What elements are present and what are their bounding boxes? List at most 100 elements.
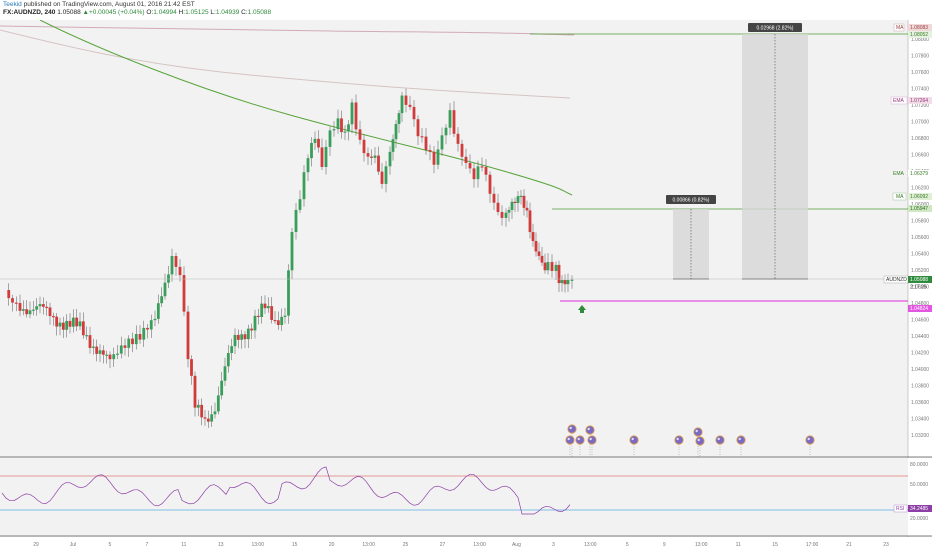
candle-body xyxy=(123,345,127,348)
price-tick: 1.03200 xyxy=(911,433,929,439)
price-tick: 1.03600 xyxy=(911,400,929,406)
candle-body xyxy=(45,306,49,309)
ma-top-label: MA xyxy=(896,25,904,31)
candle-body xyxy=(75,317,79,327)
event-flag-icon[interactable] xyxy=(629,435,639,445)
candle-body xyxy=(510,201,514,210)
candle-body xyxy=(88,335,92,348)
candle-body xyxy=(424,136,428,150)
price-scale[interactable] xyxy=(908,20,932,457)
high-value: 1.05125 xyxy=(185,9,209,16)
candle-body xyxy=(388,151,392,167)
candle-body xyxy=(404,95,408,105)
event-flag-icon[interactable] xyxy=(715,435,725,445)
candle-body xyxy=(366,153,370,157)
rsi-pane[interactable] xyxy=(0,458,908,536)
candle-body xyxy=(420,136,424,138)
candle-body xyxy=(240,334,244,340)
candle-body xyxy=(484,167,488,175)
candle-body xyxy=(276,320,280,325)
event-flag-icon[interactable] xyxy=(567,424,577,434)
candle-body xyxy=(570,279,574,281)
rsi-scale[interactable] xyxy=(908,458,932,536)
event-flag-icon[interactable] xyxy=(565,435,575,445)
candle-body xyxy=(178,266,182,276)
candle-body xyxy=(233,334,237,347)
event-flag-icon[interactable] xyxy=(693,427,703,437)
price-tick: 1.07800 xyxy=(911,54,929,60)
candle-body xyxy=(452,110,456,134)
price-tick: 1.07000 xyxy=(911,120,929,126)
countdown-tag: 2:17:25 xyxy=(910,285,927,291)
candle-body xyxy=(134,334,138,345)
price-tick: 1.05000 xyxy=(911,285,929,291)
candle-body xyxy=(190,359,193,376)
price-change: +0.00045 (+0.04%) xyxy=(88,9,145,16)
event-dot xyxy=(695,429,698,433)
event-flag-icon[interactable] xyxy=(585,425,595,435)
candle-body xyxy=(246,328,250,340)
price-tick: 1.03400 xyxy=(911,417,929,423)
candle-body xyxy=(78,321,82,327)
time-tick: 13:00 xyxy=(251,542,264,548)
candle-body xyxy=(306,158,310,173)
time-tick: 17:00 xyxy=(806,542,819,548)
chart-header: Teekid published on TradingView.com, Aug… xyxy=(0,0,932,20)
symbol-label[interactable]: FX:AUDNZD, 240 xyxy=(3,9,56,16)
event-flag-icon[interactable] xyxy=(587,435,597,445)
event-flag-icon[interactable] xyxy=(575,435,585,445)
ema-low-value: 1.06379 xyxy=(910,171,928,177)
ema-low-label: EMA xyxy=(893,171,905,177)
candle-body xyxy=(516,196,520,204)
price-tick: 1.04400 xyxy=(911,334,929,340)
candle-body xyxy=(317,138,320,148)
candle-body xyxy=(563,280,567,285)
price-tick: 1.03800 xyxy=(911,384,929,390)
candle-body xyxy=(213,411,217,415)
measure-box-left[interactable]: 0.00866 (0.82%) xyxy=(666,195,716,280)
author-link[interactable]: Teekid xyxy=(3,1,22,8)
event-flag-icon[interactable] xyxy=(736,435,746,445)
support-value-tag: 1.04824 xyxy=(910,306,928,312)
price-tick: 1.07200 xyxy=(911,103,929,109)
price-tick: 1.06800 xyxy=(911,136,929,142)
candle-body xyxy=(566,280,570,285)
time-tick: 15 xyxy=(292,542,298,548)
time-axis[interactable] xyxy=(0,537,932,550)
candle-body xyxy=(119,345,123,354)
price-tick: 1.04000 xyxy=(911,367,929,373)
event-flag-icon[interactable] xyxy=(695,436,705,446)
candle-body xyxy=(101,350,105,355)
candle-body xyxy=(149,320,153,330)
time-tick: Aug xyxy=(512,542,521,548)
time-tick: 13:00 xyxy=(584,542,597,548)
candle-body xyxy=(507,209,511,213)
candle-body xyxy=(163,282,167,297)
event-dot xyxy=(717,437,720,441)
candle-body xyxy=(492,193,496,203)
candle-body xyxy=(377,155,380,172)
time-tick: 27 xyxy=(440,542,446,548)
candle-body xyxy=(412,106,416,120)
event-flag-icon[interactable] xyxy=(674,435,684,445)
candle-body xyxy=(546,261,550,271)
candle-body xyxy=(156,303,160,319)
ema-mid-value: 1.07264 xyxy=(910,98,928,104)
ma-low-value: 1.06092 xyxy=(910,194,928,200)
candle-body xyxy=(266,306,270,309)
candle-body xyxy=(500,212,504,218)
candle-body xyxy=(182,275,186,312)
event-flag-icon[interactable] xyxy=(805,435,815,445)
candle-body xyxy=(540,255,544,263)
price-ticks: 1.08000 1.07800 1.07600 1.07400 1.07200 1.070… xyxy=(911,37,929,439)
buy-arrow-icon[interactable] xyxy=(578,305,586,313)
measure-box-right[interactable]: 0.02968 (2.82%) xyxy=(742,23,808,280)
time-tick: 5 xyxy=(109,542,112,548)
publish-info: Teekid published on TradingView.com, Aug… xyxy=(3,1,195,8)
candle-body xyxy=(358,129,362,140)
chart-canvas[interactable]: 0.00866 (0.82%) 0.02968 (2.82%) 1.080001… xyxy=(0,20,932,550)
time-tick: 9 xyxy=(663,542,666,548)
candle-body xyxy=(302,172,306,200)
ma-green-line xyxy=(39,20,573,196)
candle-body xyxy=(210,414,214,422)
